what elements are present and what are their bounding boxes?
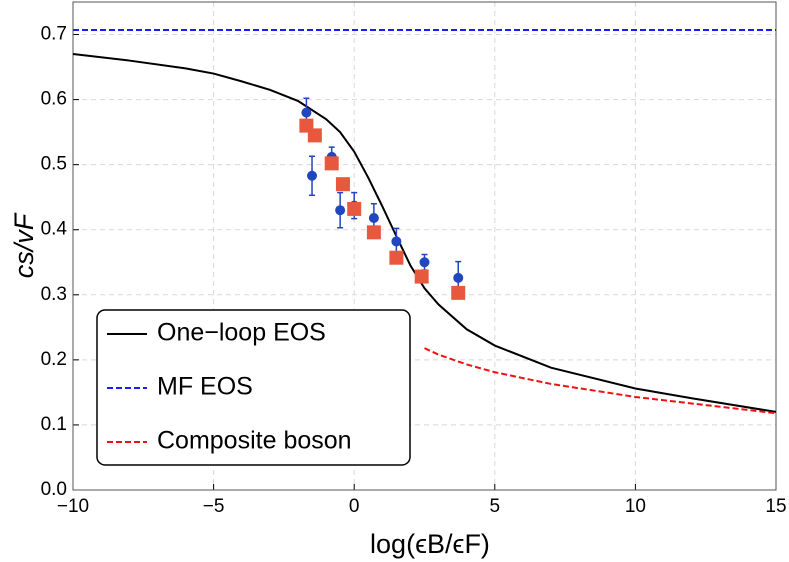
y-tick-label: 0.4 (41, 219, 68, 240)
x-tick-label: −10 (57, 496, 89, 517)
legend-label: Composite boson (157, 427, 352, 455)
series-line (424, 347, 777, 415)
y-tick-label: 0.5 (41, 154, 67, 175)
circle-marker (335, 205, 346, 216)
circle-marker (301, 107, 312, 118)
square-marker (366, 225, 381, 240)
y-tick-label: 0.0 (41, 479, 67, 500)
square-marker (347, 201, 362, 216)
legend-label: MF EOS (157, 373, 253, 401)
x-tick-label: 10 (625, 496, 646, 517)
square-marker (389, 250, 404, 265)
legend: One−loop EOS MF EOS Composite boson (96, 309, 411, 466)
y-tick-label: 0.3 (41, 284, 67, 305)
x-tick-label: 5 (490, 496, 501, 517)
legend-box (96, 309, 411, 466)
square-marker (324, 156, 339, 171)
x-tick-label: −5 (203, 496, 225, 517)
y-tick-label: 0.6 (41, 89, 67, 110)
square-marker (307, 128, 322, 143)
y-tick-label: 0.7 (41, 24, 67, 45)
square-marker (414, 269, 429, 284)
y-axis-label: cs/vF (9, 212, 39, 278)
square-marker (335, 177, 350, 192)
series-line (72, 53, 777, 413)
circle-marker (307, 170, 318, 181)
circle-marker (453, 272, 464, 283)
circle-marker (419, 257, 430, 268)
circle-marker (391, 236, 402, 247)
y-tick-label: 0.1 (41, 414, 67, 435)
x-tick-label: 15 (765, 496, 786, 517)
square-marker (451, 285, 466, 300)
plot-frame (72, 1, 777, 491)
x-axis-label: log(ϵB/ϵF) (370, 529, 490, 559)
x-tick-label: 0 (349, 496, 360, 517)
y-tick-label: 0.2 (41, 349, 67, 370)
circle-marker (368, 213, 379, 224)
legend-label: One−loop EOS (157, 319, 326, 347)
